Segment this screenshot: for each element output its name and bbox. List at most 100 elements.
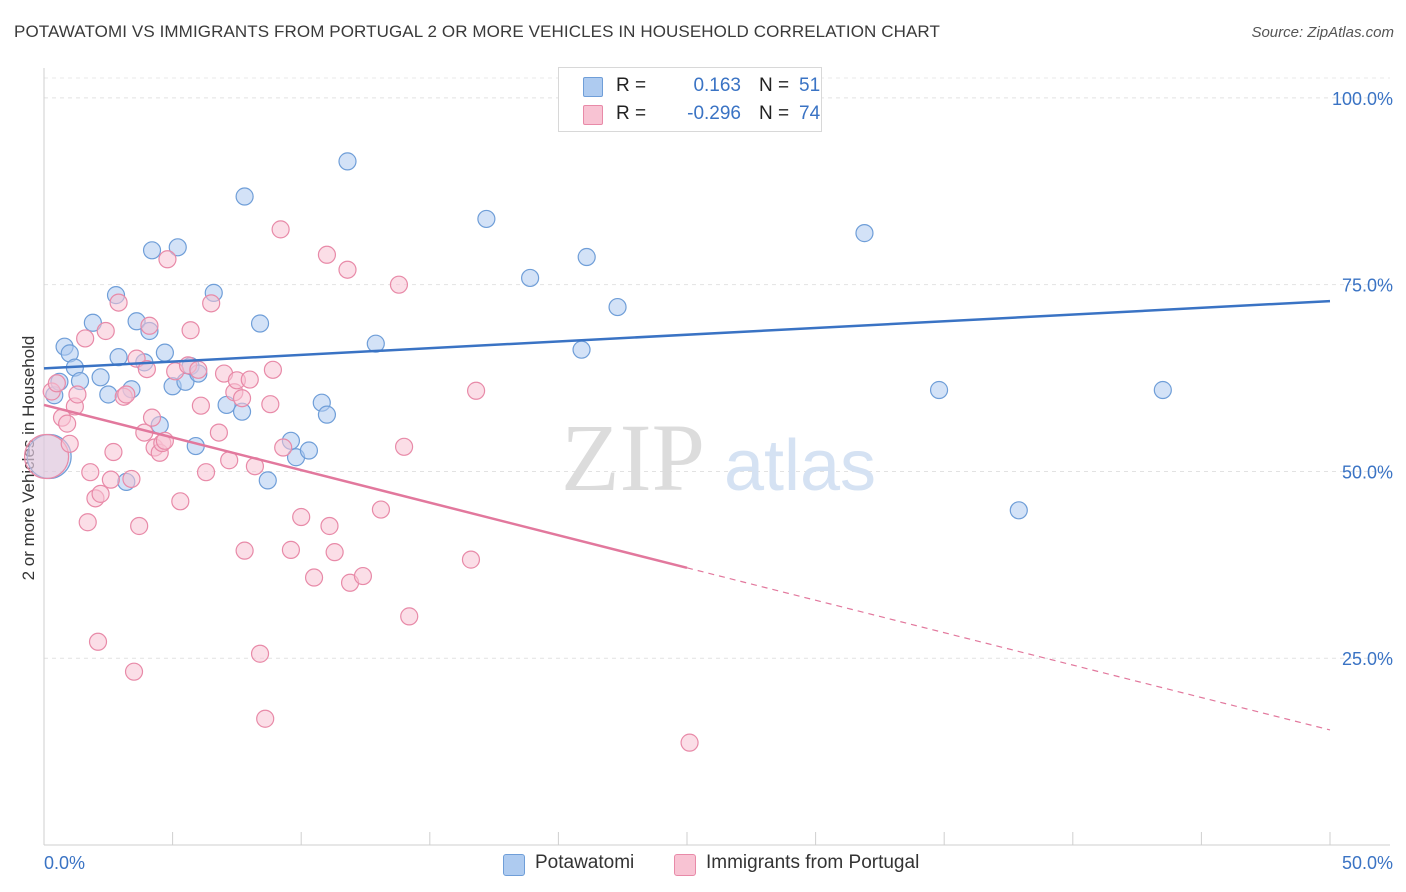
portugal-point	[250, 644, 270, 663]
potawatomi-trend-line	[43, 299, 1331, 370]
r-value: 0.163	[693, 75, 741, 96]
portugal-point	[292, 507, 311, 527]
potawatomi-point	[577, 247, 596, 267]
watermark: ZIP atlas	[561, 404, 876, 511]
portugal-trend-line	[43, 403, 688, 570]
portugal-point	[81, 463, 100, 482]
portugal-point	[680, 733, 699, 752]
bottom-legend-swatch-potawatomi	[503, 854, 525, 876]
portugal-point	[23, 433, 70, 480]
n-value: 51	[799, 75, 821, 96]
potawatomi-point	[929, 380, 949, 400]
potawatomi-point	[258, 471, 277, 490]
r-label: R =	[616, 103, 647, 124]
portugal-point	[271, 220, 290, 239]
watermark-zip: ZIP	[561, 404, 705, 511]
potawatomi-point	[99, 385, 118, 404]
portugal-point	[196, 463, 216, 482]
portugal-point	[101, 470, 120, 489]
potawatomi-point	[572, 340, 591, 359]
y-tick-label: 100.0%	[1332, 89, 1393, 109]
portugal-point	[325, 543, 344, 562]
portugal-trend-extension	[686, 567, 1331, 731]
y-tick-label: 75.0%	[1342, 276, 1393, 296]
potawatomi-point	[250, 314, 270, 333]
portugal-point	[400, 607, 419, 626]
portugal-point	[202, 294, 221, 313]
portugal-point	[320, 516, 339, 536]
potawatomi-point	[91, 368, 110, 387]
portugal-point	[47, 374, 66, 393]
y-tick-label: 50.0%	[1342, 462, 1393, 482]
source-label: Source: ZipAtlas.com	[1251, 24, 1394, 41]
bottom-legend-swatch-portugal	[674, 854, 696, 876]
potawatomi-point	[299, 441, 319, 460]
portugal-point	[304, 568, 324, 587]
portugal-point	[191, 396, 210, 415]
portugal-point	[394, 437, 414, 456]
potawatomi-point	[83, 313, 102, 332]
portugal-point	[389, 275, 409, 294]
portugal-point	[371, 500, 391, 519]
potawatomi-point	[338, 152, 357, 171]
portugal-point	[209, 423, 228, 442]
chart-title: POTAWATOMI VS IMMIGRANTS FROM PORTUGAL 2…	[14, 22, 940, 41]
portugal-point	[109, 293, 128, 312]
x-tick-label: 0.0%	[44, 853, 85, 873]
r-value: -0.296	[687, 103, 741, 124]
potawatomi-point	[1009, 501, 1028, 520]
portugal-point	[181, 321, 200, 340]
portugal-point	[263, 360, 283, 379]
portugal-point	[104, 442, 123, 462]
potawatomi-point	[608, 297, 627, 317]
portugal-point	[189, 360, 208, 379]
potawatomi-point	[168, 238, 187, 257]
data-points	[23, 88, 1172, 752]
portugal-point	[142, 408, 162, 427]
x-tick-label: 50.0%	[1342, 853, 1393, 873]
portugal-point	[96, 321, 115, 341]
portugal-point	[117, 385, 136, 404]
portugal-point	[130, 516, 149, 536]
tick-labels: 25.0% 50.0% 75.0% 100.0% 0.0% 50.0%	[44, 89, 1393, 873]
potawatomi-point	[855, 224, 874, 243]
potawatomi-point	[521, 268, 540, 288]
portugal-point	[338, 260, 357, 279]
portugal-point	[274, 438, 293, 457]
portugal-point	[466, 381, 486, 400]
grid-lines	[44, 77, 1390, 659]
potawatomi-point	[142, 241, 162, 260]
portugal-point	[60, 434, 79, 453]
portugal-point	[461, 550, 481, 569]
r-label: R =	[616, 75, 647, 96]
portugal-point	[58, 414, 77, 433]
portugal-point	[91, 484, 110, 503]
portugal-point	[76, 329, 95, 348]
n-label: N =	[759, 103, 790, 124]
bottom-legend-label: Immigrants from Portugal	[706, 852, 920, 873]
axes	[43, 68, 1390, 846]
portugal-point	[122, 469, 141, 489]
portugal-point	[256, 709, 275, 728]
portugal-point	[158, 250, 177, 269]
portugal-point	[88, 632, 108, 651]
y-tick-label: 25.0%	[1342, 649, 1393, 669]
trend-lines	[43, 299, 1331, 731]
legend-swatch-potawatomi	[583, 77, 603, 97]
portugal-point	[317, 245, 337, 264]
portugal-point	[353, 566, 373, 586]
portugal-point	[137, 359, 156, 379]
potawatomi-point	[477, 209, 496, 229]
portugal-point	[261, 395, 280, 414]
portugal-point	[281, 540, 301, 559]
portugal-point	[171, 492, 190, 511]
portugal-point	[68, 385, 87, 404]
portugal-point	[124, 662, 144, 681]
potawatomi-point	[235, 187, 254, 206]
n-value: 74	[799, 103, 821, 124]
potawatomi-point	[317, 405, 337, 424]
watermark-atlas: atlas	[724, 426, 876, 506]
portugal-point	[140, 316, 159, 335]
portugal-point	[240, 370, 259, 389]
